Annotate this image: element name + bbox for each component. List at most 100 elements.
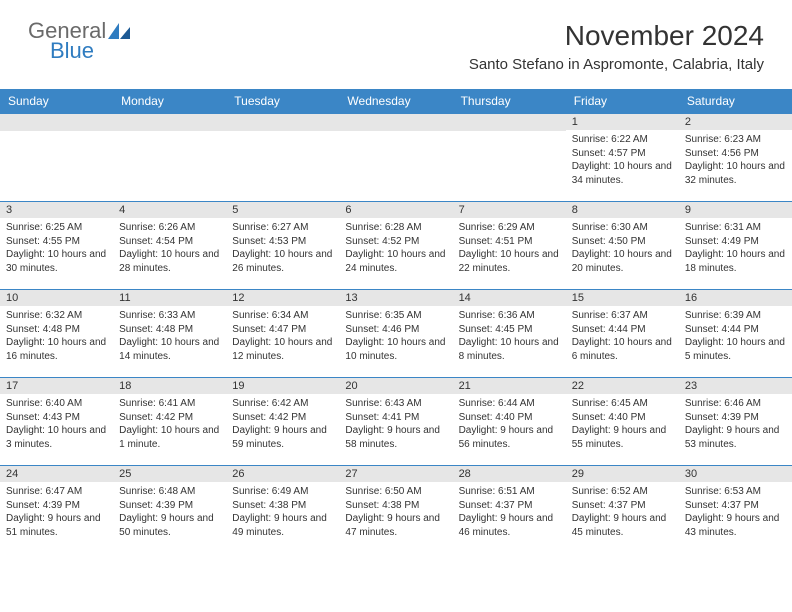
calendar-cell: 17Sunrise: 6:40 AMSunset: 4:43 PMDayligh… — [0, 377, 113, 465]
day-details: Sunrise: 6:46 AMSunset: 4:39 PMDaylight:… — [679, 394, 792, 455]
day-number: 26 — [226, 465, 339, 482]
calendar-cell: 12Sunrise: 6:34 AMSunset: 4:47 PMDayligh… — [226, 289, 339, 377]
day-details: Sunrise: 6:44 AMSunset: 4:40 PMDaylight:… — [453, 394, 566, 455]
logo-text-2: Blue — [50, 40, 130, 62]
calendar-cell: 7Sunrise: 6:29 AMSunset: 4:51 PMDaylight… — [453, 201, 566, 289]
day-number: 9 — [679, 201, 792, 218]
day-header: Sunday — [0, 89, 113, 113]
day-details: Sunrise: 6:35 AMSunset: 4:46 PMDaylight:… — [339, 306, 452, 367]
daylight-text: Daylight: 9 hours and 55 minutes. — [572, 424, 673, 451]
sunrise-text: Sunrise: 6:42 AM — [232, 397, 333, 411]
sunrise-text: Sunrise: 6:52 AM — [572, 485, 673, 499]
sunset-text: Sunset: 4:48 PM — [6, 323, 107, 337]
daylight-text: Daylight: 10 hours and 30 minutes. — [6, 248, 107, 275]
calendar-cell — [0, 113, 113, 201]
day-details: Sunrise: 6:29 AMSunset: 4:51 PMDaylight:… — [453, 218, 566, 279]
calendar-cell: 14Sunrise: 6:36 AMSunset: 4:45 PMDayligh… — [453, 289, 566, 377]
calendar-table: SundayMondayTuesdayWednesdayThursdayFrid… — [0, 89, 792, 553]
daylight-text: Daylight: 10 hours and 1 minute. — [119, 424, 220, 451]
calendar-body: 1Sunrise: 6:22 AMSunset: 4:57 PMDaylight… — [0, 113, 792, 553]
day-details: Sunrise: 6:51 AMSunset: 4:37 PMDaylight:… — [453, 482, 566, 543]
day-details: Sunrise: 6:40 AMSunset: 4:43 PMDaylight:… — [0, 394, 113, 455]
day-details: Sunrise: 6:41 AMSunset: 4:42 PMDaylight:… — [113, 394, 226, 455]
calendar-cell: 1Sunrise: 6:22 AMSunset: 4:57 PMDaylight… — [566, 113, 679, 201]
calendar-cell: 20Sunrise: 6:43 AMSunset: 4:41 PMDayligh… — [339, 377, 452, 465]
day-number: 5 — [226, 201, 339, 218]
location: Santo Stefano in Aspromonte, Calabria, I… — [469, 56, 764, 73]
empty-day — [113, 113, 226, 131]
daylight-text: Daylight: 10 hours and 3 minutes. — [6, 424, 107, 451]
day-number: 30 — [679, 465, 792, 482]
sunrise-text: Sunrise: 6:39 AM — [685, 309, 786, 323]
daylight-text: Daylight: 9 hours and 46 minutes. — [459, 512, 560, 539]
day-number: 7 — [453, 201, 566, 218]
logo: General Blue — [28, 20, 130, 62]
sunset-text: Sunset: 4:44 PM — [685, 323, 786, 337]
day-details: Sunrise: 6:23 AMSunset: 4:56 PMDaylight:… — [679, 130, 792, 191]
header: General Blue November 2024 Santo Stefano… — [0, 0, 792, 79]
day-number: 14 — [453, 289, 566, 306]
sunset-text: Sunset: 4:52 PM — [345, 235, 446, 249]
calendar-cell: 22Sunrise: 6:45 AMSunset: 4:40 PMDayligh… — [566, 377, 679, 465]
calendar-cell: 11Sunrise: 6:33 AMSunset: 4:48 PMDayligh… — [113, 289, 226, 377]
day-number: 17 — [0, 377, 113, 394]
sunrise-text: Sunrise: 6:32 AM — [6, 309, 107, 323]
sunset-text: Sunset: 4:44 PM — [572, 323, 673, 337]
daylight-text: Daylight: 10 hours and 22 minutes. — [459, 248, 560, 275]
sunrise-text: Sunrise: 6:34 AM — [232, 309, 333, 323]
sunset-text: Sunset: 4:37 PM — [459, 499, 560, 513]
day-details: Sunrise: 6:42 AMSunset: 4:42 PMDaylight:… — [226, 394, 339, 455]
calendar-week: 17Sunrise: 6:40 AMSunset: 4:43 PMDayligh… — [0, 377, 792, 465]
sunrise-text: Sunrise: 6:46 AM — [685, 397, 786, 411]
sunrise-text: Sunrise: 6:29 AM — [459, 221, 560, 235]
sunrise-text: Sunrise: 6:53 AM — [685, 485, 786, 499]
day-details: Sunrise: 6:22 AMSunset: 4:57 PMDaylight:… — [566, 130, 679, 191]
calendar-cell: 29Sunrise: 6:52 AMSunset: 4:37 PMDayligh… — [566, 465, 679, 553]
daylight-text: Daylight: 10 hours and 5 minutes. — [685, 336, 786, 363]
day-number: 16 — [679, 289, 792, 306]
day-number: 20 — [339, 377, 452, 394]
day-number: 6 — [339, 201, 452, 218]
daylight-text: Daylight: 9 hours and 50 minutes. — [119, 512, 220, 539]
day-details: Sunrise: 6:50 AMSunset: 4:38 PMDaylight:… — [339, 482, 452, 543]
calendar-cell — [339, 113, 452, 201]
sunrise-text: Sunrise: 6:47 AM — [6, 485, 107, 499]
day-details: Sunrise: 6:30 AMSunset: 4:50 PMDaylight:… — [566, 218, 679, 279]
day-number: 2 — [679, 113, 792, 130]
day-number: 23 — [679, 377, 792, 394]
sunrise-text: Sunrise: 6:28 AM — [345, 221, 446, 235]
sunrise-text: Sunrise: 6:26 AM — [119, 221, 220, 235]
title-block: November 2024 Santo Stefano in Aspromont… — [469, 20, 764, 73]
calendar-cell — [113, 113, 226, 201]
calendar-cell: 3Sunrise: 6:25 AMSunset: 4:55 PMDaylight… — [0, 201, 113, 289]
calendar-cell: 19Sunrise: 6:42 AMSunset: 4:42 PMDayligh… — [226, 377, 339, 465]
sunset-text: Sunset: 4:40 PM — [459, 411, 560, 425]
calendar-cell: 8Sunrise: 6:30 AMSunset: 4:50 PMDaylight… — [566, 201, 679, 289]
empty-day — [339, 113, 452, 131]
calendar-cell: 2Sunrise: 6:23 AMSunset: 4:56 PMDaylight… — [679, 113, 792, 201]
calendar-cell: 5Sunrise: 6:27 AMSunset: 4:53 PMDaylight… — [226, 201, 339, 289]
day-number: 12 — [226, 289, 339, 306]
day-number: 25 — [113, 465, 226, 482]
empty-day — [453, 113, 566, 131]
daylight-text: Daylight: 9 hours and 58 minutes. — [345, 424, 446, 451]
sunrise-text: Sunrise: 6:48 AM — [119, 485, 220, 499]
day-number: 29 — [566, 465, 679, 482]
calendar-cell: 26Sunrise: 6:49 AMSunset: 4:38 PMDayligh… — [226, 465, 339, 553]
sunset-text: Sunset: 4:48 PM — [119, 323, 220, 337]
daylight-text: Daylight: 10 hours and 20 minutes. — [572, 248, 673, 275]
sunset-text: Sunset: 4:46 PM — [345, 323, 446, 337]
calendar-cell: 25Sunrise: 6:48 AMSunset: 4:39 PMDayligh… — [113, 465, 226, 553]
daylight-text: Daylight: 10 hours and 34 minutes. — [572, 160, 673, 187]
day-header: Saturday — [679, 89, 792, 113]
day-details: Sunrise: 6:31 AMSunset: 4:49 PMDaylight:… — [679, 218, 792, 279]
sunrise-text: Sunrise: 6:50 AM — [345, 485, 446, 499]
sunset-text: Sunset: 4:56 PM — [685, 147, 786, 161]
sunrise-text: Sunrise: 6:35 AM — [345, 309, 446, 323]
day-number: 21 — [453, 377, 566, 394]
daylight-text: Daylight: 10 hours and 28 minutes. — [119, 248, 220, 275]
sunset-text: Sunset: 4:45 PM — [459, 323, 560, 337]
daylight-text: Daylight: 9 hours and 59 minutes. — [232, 424, 333, 451]
calendar-week: 3Sunrise: 6:25 AMSunset: 4:55 PMDaylight… — [0, 201, 792, 289]
sunrise-text: Sunrise: 6:43 AM — [345, 397, 446, 411]
